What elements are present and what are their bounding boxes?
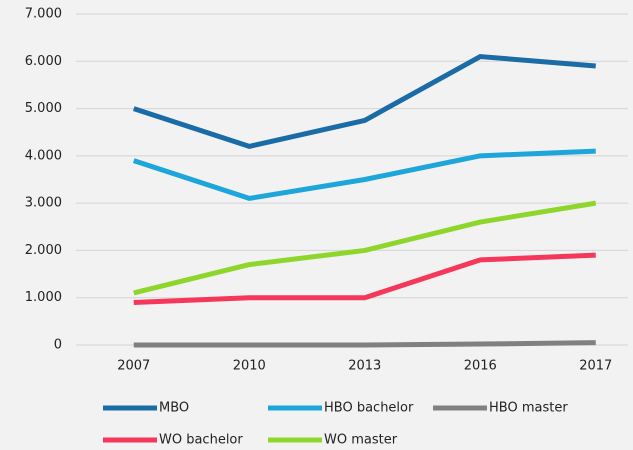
y-tick-label: 4.000 (25, 148, 62, 163)
legend-label: HBO bachelor (324, 401, 414, 416)
y-tick-label: 1.000 (25, 290, 62, 305)
series-line (133, 200, 597, 296)
legend-label: MBO (159, 401, 189, 416)
y-tick-label: 3.000 (25, 196, 62, 211)
series-line (133, 252, 596, 305)
y-tick-label: 6.000 (25, 54, 62, 69)
legend-label: HBO master (489, 401, 568, 416)
y-tick-label: 5.000 (25, 101, 62, 116)
y-tick-label: 7.000 (25, 7, 62, 22)
series-line (132, 148, 596, 201)
x-tick-label: 2010 (233, 359, 266, 374)
x-tick-label: 2017 (579, 359, 612, 374)
legend-label: WO bachelor (159, 433, 243, 448)
x-tick-label: 2013 (348, 359, 381, 374)
x-tick-label: 2016 (464, 359, 497, 374)
legend-label: WO master (324, 433, 398, 448)
series-line (132, 54, 596, 149)
x-tick-label: 2007 (117, 359, 150, 374)
y-tick-label: 0 (54, 338, 62, 353)
series-line (133, 340, 596, 348)
y-tick-label: 2.000 (25, 243, 62, 258)
